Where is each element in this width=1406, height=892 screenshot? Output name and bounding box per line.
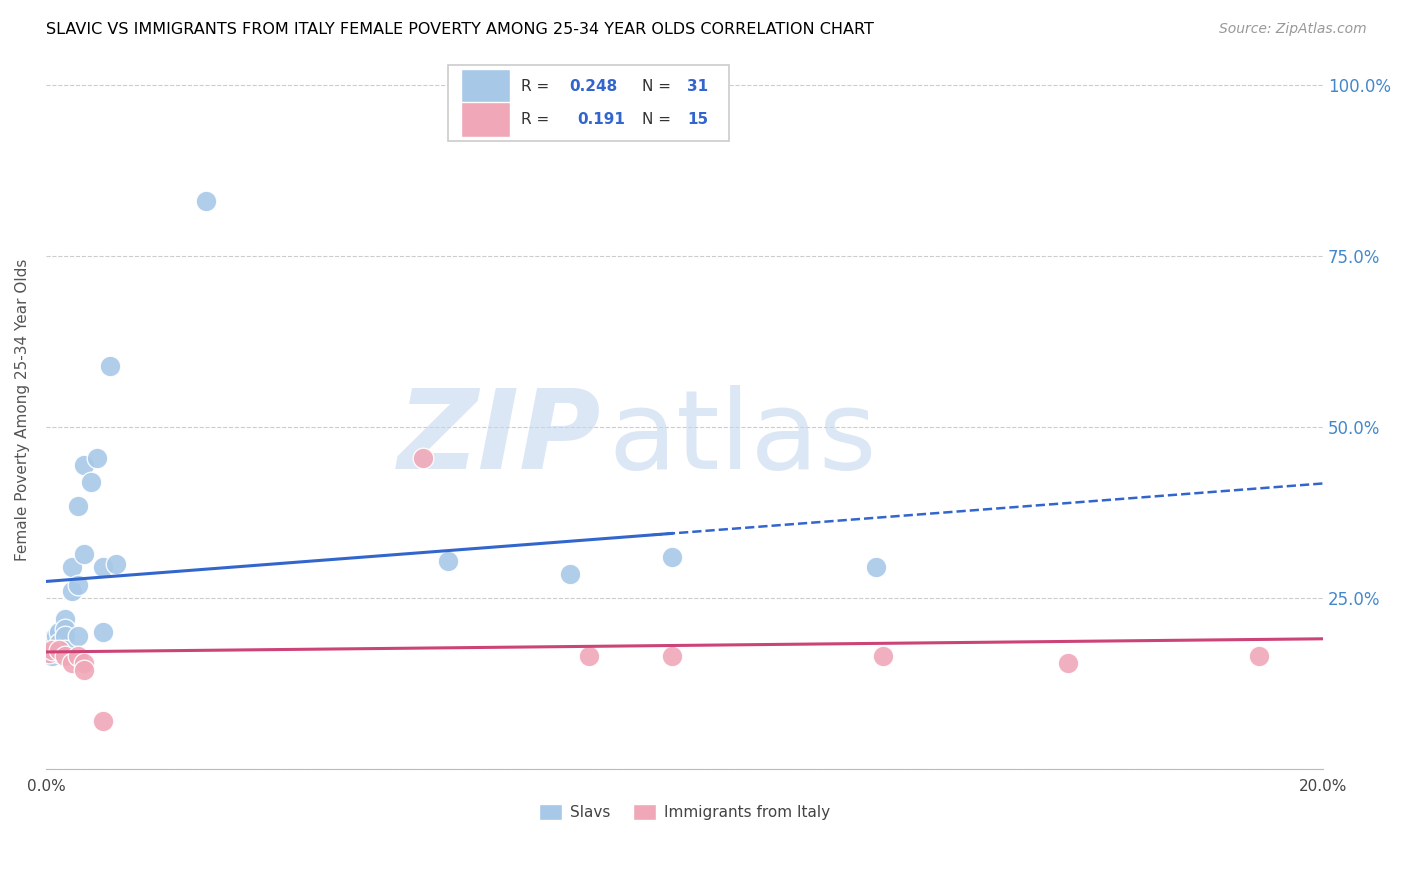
Point <box>73 663 96 677</box>
FancyBboxPatch shape <box>449 65 730 141</box>
Point <box>53 629 76 643</box>
Point <box>872 649 894 664</box>
Y-axis label: Female Poverty Among 25-34 Year Olds: Female Poverty Among 25-34 Year Olds <box>15 259 30 561</box>
Point <box>38 646 60 660</box>
Point <box>66 649 89 664</box>
Point <box>60 584 83 599</box>
Point <box>53 622 76 636</box>
Point <box>93 714 115 729</box>
Point <box>38 646 60 660</box>
Point <box>105 557 128 571</box>
Point <box>437 553 460 567</box>
Point <box>661 649 683 664</box>
Text: 15: 15 <box>688 112 709 127</box>
Point <box>194 194 217 209</box>
Text: ZIP: ZIP <box>398 385 602 492</box>
Point <box>41 642 63 657</box>
Point <box>1249 649 1271 664</box>
Legend: Slavs, Immigrants from Italy: Slavs, Immigrants from Italy <box>533 798 837 826</box>
Point <box>41 649 63 664</box>
Text: R =: R = <box>522 112 560 127</box>
Point <box>48 646 70 660</box>
Point <box>66 499 89 513</box>
Point <box>578 649 600 664</box>
Point <box>73 547 96 561</box>
Text: N =: N = <box>643 112 676 127</box>
Point <box>93 625 115 640</box>
Point <box>66 629 89 643</box>
Text: Source: ZipAtlas.com: Source: ZipAtlas.com <box>1219 22 1367 37</box>
Point <box>53 649 76 664</box>
Point <box>412 450 434 465</box>
Point <box>60 560 83 574</box>
Point <box>45 642 67 657</box>
FancyBboxPatch shape <box>461 102 509 136</box>
Point <box>79 475 101 489</box>
Point <box>41 639 63 653</box>
Text: 0.248: 0.248 <box>569 78 617 94</box>
Text: R =: R = <box>522 78 554 94</box>
Point <box>66 577 89 591</box>
Text: 0.191: 0.191 <box>578 112 626 127</box>
Text: 31: 31 <box>688 78 709 94</box>
FancyBboxPatch shape <box>461 69 509 103</box>
Text: N =: N = <box>643 78 676 94</box>
Point <box>73 458 96 472</box>
Point <box>558 567 581 582</box>
Point <box>41 632 63 647</box>
Point <box>48 625 70 640</box>
Point <box>53 642 76 657</box>
Point <box>60 657 83 671</box>
Point <box>48 636 70 650</box>
Point <box>48 642 70 657</box>
Text: atlas: atlas <box>607 385 876 492</box>
Point <box>98 359 121 373</box>
Point <box>86 450 108 465</box>
Point <box>73 657 96 671</box>
Point <box>53 612 76 626</box>
Point <box>93 560 115 574</box>
Point <box>865 560 887 574</box>
Text: SLAVIC VS IMMIGRANTS FROM ITALY FEMALE POVERTY AMONG 25-34 YEAR OLDS CORRELATION: SLAVIC VS IMMIGRANTS FROM ITALY FEMALE P… <box>46 22 875 37</box>
Point <box>661 550 683 565</box>
Point <box>45 629 67 643</box>
Point <box>1056 657 1078 671</box>
